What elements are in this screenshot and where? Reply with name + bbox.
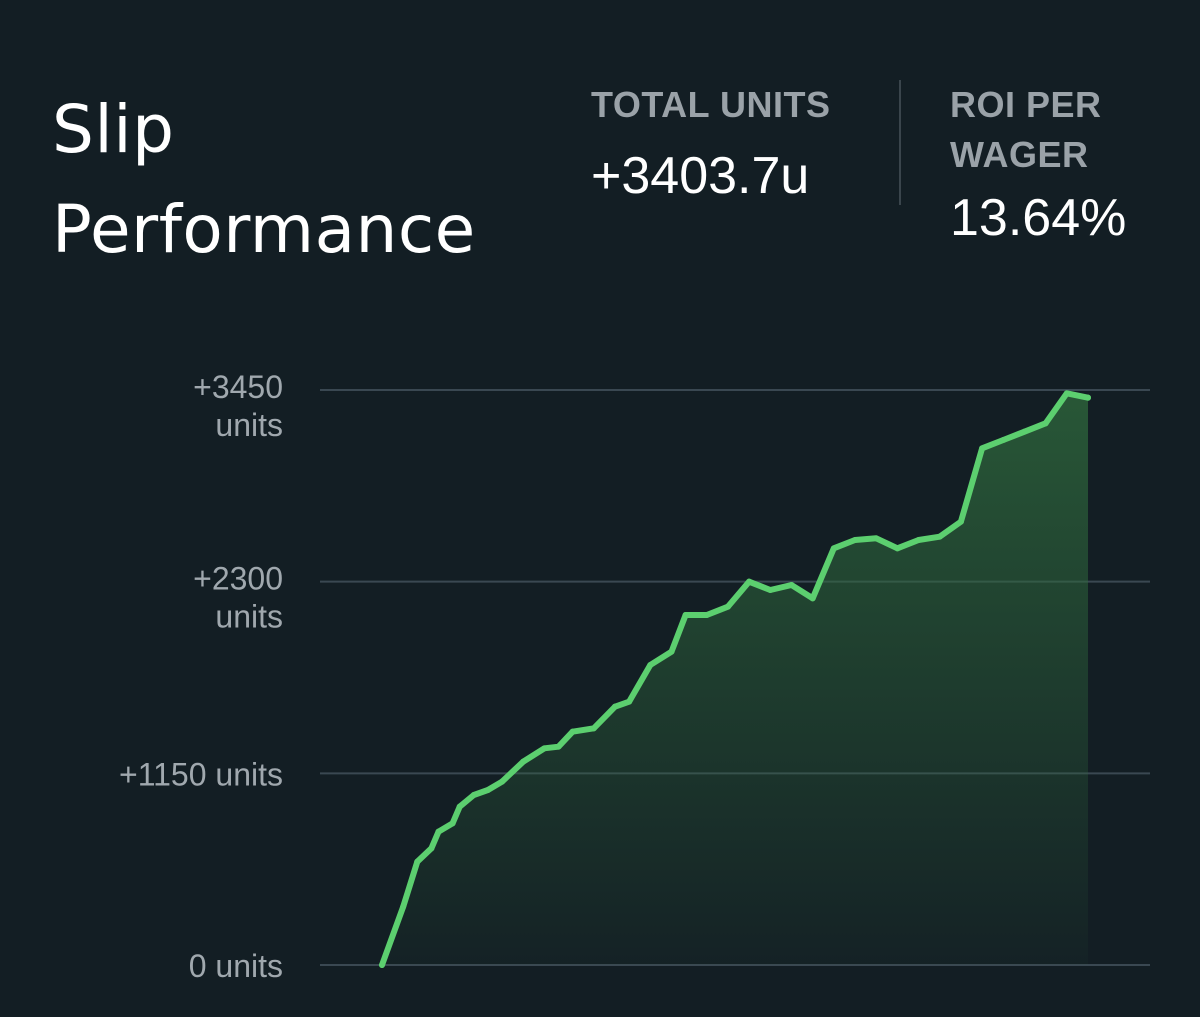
y-tick-label: +1150 units — [119, 756, 283, 792]
y-tick-label: 0 units — [189, 948, 283, 984]
data-point — [979, 445, 986, 452]
total-units-label: TOTAL UNITS — [591, 84, 831, 125]
data-point — [668, 648, 675, 655]
data-point — [449, 820, 456, 827]
data-point — [379, 962, 385, 968]
data-point — [830, 545, 837, 552]
page-title-line-2: Performance — [52, 191, 476, 268]
data-point — [590, 725, 597, 732]
data-point — [456, 803, 463, 810]
series-points — [379, 390, 1091, 968]
y-tick-label: units — [215, 599, 283, 635]
data-point — [894, 545, 901, 552]
data-point — [626, 698, 633, 705]
roi-label: ROI PER WAGER — [950, 80, 1180, 180]
total-units-value: +3403.7u — [591, 147, 810, 205]
data-point — [873, 535, 880, 542]
data-point — [1042, 420, 1049, 427]
roi-value: 13.64% — [950, 189, 1127, 247]
data-point — [647, 662, 654, 668]
data-point — [1085, 394, 1091, 401]
data-point — [428, 845, 435, 852]
roi-stat: ROI PER WAGER 13.64% — [950, 80, 1180, 250]
data-point — [541, 745, 548, 752]
y-tick-label: units — [215, 407, 283, 443]
data-point — [569, 728, 576, 735]
data-point — [957, 518, 964, 525]
data-point — [499, 778, 506, 785]
data-point — [555, 743, 562, 750]
data-point — [703, 612, 710, 618]
roi-label-line-1: ROI PER — [950, 84, 1102, 125]
data-point — [484, 787, 491, 793]
data-point — [400, 903, 407, 910]
data-point — [788, 582, 795, 588]
y-tick-label: +2300 — [193, 561, 283, 597]
data-point — [414, 858, 421, 865]
data-point — [724, 603, 731, 610]
data-point — [611, 703, 618, 710]
total-units-stat: TOTAL UNITS +3403.7u — [591, 80, 891, 208]
data-point — [682, 612, 689, 618]
data-point — [767, 587, 774, 593]
data-point — [852, 537, 859, 543]
data-point — [936, 533, 943, 540]
data-point — [435, 828, 442, 835]
y-tick-label: +3450 — [193, 369, 283, 405]
data-point — [915, 537, 922, 543]
roi-label-line-2: WAGER — [950, 134, 1089, 175]
data-point — [1021, 428, 1028, 435]
page-title: Slip Performance — [52, 80, 592, 280]
page-title-line-1: Slip — [52, 91, 175, 168]
stat-divider — [899, 80, 901, 205]
series-area — [382, 393, 1088, 965]
data-point — [520, 758, 527, 765]
data-point — [1063, 390, 1070, 397]
data-point — [746, 578, 753, 585]
data-point — [470, 792, 477, 798]
data-point — [809, 595, 816, 602]
performance-chart: +3450 units +2300 units +1150 units 0 units — [0, 340, 1200, 1017]
data-point — [1000, 437, 1007, 443]
